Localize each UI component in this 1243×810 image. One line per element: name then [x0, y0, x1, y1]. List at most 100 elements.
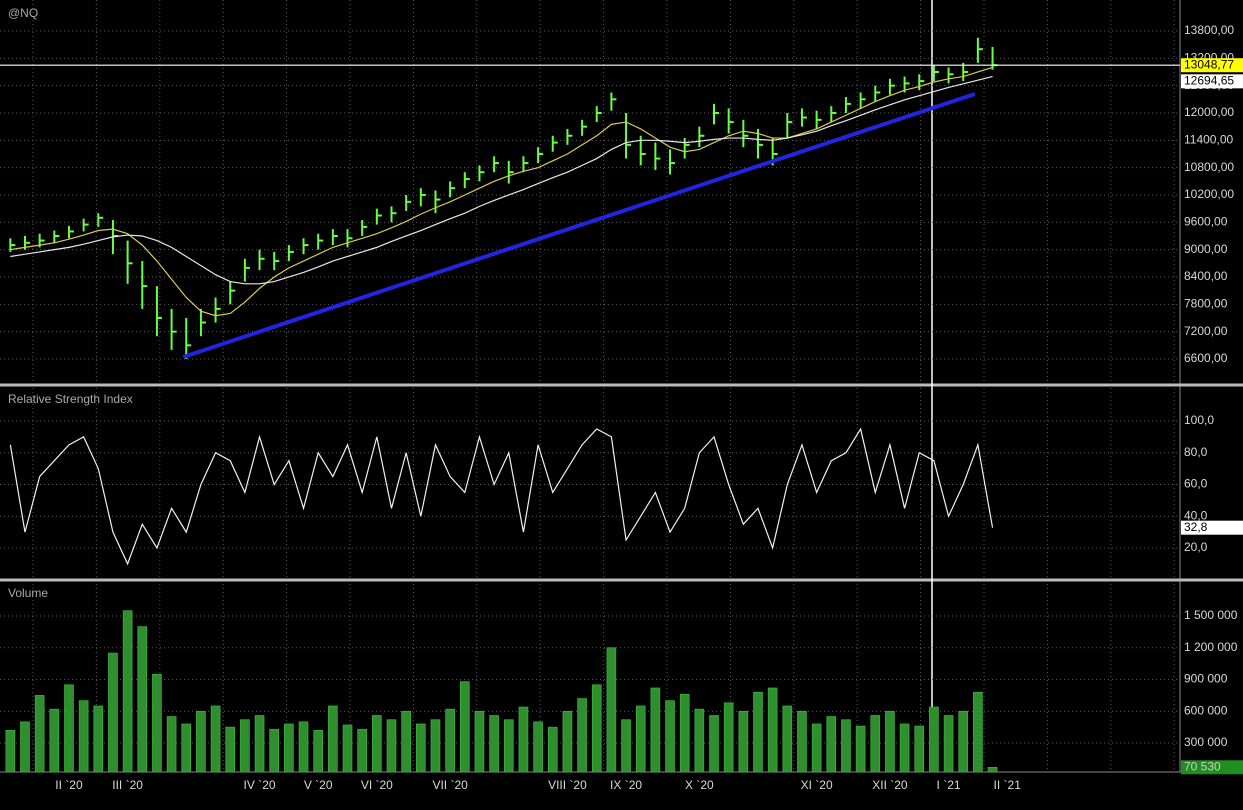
volume-bar	[753, 691, 763, 773]
y-tick-label: 10200,00	[1184, 187, 1234, 201]
volume-bar	[196, 710, 206, 773]
volume-bar	[328, 705, 338, 773]
volume-bar	[108, 652, 118, 773]
volume-bar	[489, 715, 499, 773]
volume-bar	[298, 721, 309, 773]
x-tick-label: IX `20	[610, 778, 642, 792]
volume-bar	[621, 719, 631, 773]
value-tag	[1181, 760, 1243, 775]
y-tick-label: 100,0	[1184, 413, 1214, 427]
volume-bar	[416, 723, 426, 773]
volume-bar	[870, 715, 881, 773]
y-tick-label: 600 000	[1184, 703, 1228, 717]
y-tick-label: 900 000	[1184, 672, 1228, 686]
y-tick-label: 80,0	[1184, 445, 1208, 459]
y-tick-label: 7800,00	[1184, 296, 1228, 310]
volume-bar	[313, 730, 323, 773]
volume-bar	[474, 710, 485, 773]
x-tick-label: X `20	[685, 778, 714, 792]
y-tick-label: 10800,00	[1184, 160, 1234, 174]
y-tick-label: 1 200 000	[1184, 640, 1238, 654]
volume-bar	[782, 705, 793, 773]
y-tick-label: 300 000	[1184, 735, 1228, 749]
volume-bar	[93, 705, 104, 773]
volume-bar	[811, 723, 822, 773]
volume-bar	[738, 710, 749, 773]
y-tick-label: 9000,00	[1184, 242, 1228, 256]
volume-bar	[547, 726, 558, 773]
trendline	[182, 92, 976, 359]
x-tick-label: III `20	[112, 778, 143, 792]
volume-bar	[533, 721, 543, 773]
volume-bar	[987, 766, 998, 773]
volume-bar	[122, 610, 133, 773]
x-tick-label: VI `20	[361, 778, 393, 792]
volume-bar	[254, 715, 265, 773]
volume-bar	[841, 719, 851, 773]
y-tick-label: 7200,00	[1184, 324, 1228, 338]
panel-title: Volume	[8, 586, 48, 600]
panel-title: @NQ	[8, 6, 38, 20]
volume-bar	[929, 706, 939, 773]
volume-bar	[855, 725, 866, 773]
volume-bar	[635, 705, 646, 773]
volume-bar	[152, 673, 162, 773]
y-tick-label: 60,0	[1184, 477, 1208, 491]
y-tick-label: 40,0	[1184, 508, 1208, 522]
y-tick-label: 20,0	[1184, 540, 1208, 554]
value-tag	[1181, 74, 1243, 89]
y-tick-label: 12000,00	[1184, 105, 1234, 119]
volume-bar	[826, 716, 837, 773]
volume-bar	[137, 626, 148, 773]
moving-average	[10, 75, 993, 285]
y-tick-label: 1 500 000	[1184, 608, 1238, 622]
x-tick-label: V `20	[304, 778, 333, 792]
x-tick-label: IV `20	[244, 778, 276, 792]
moving-average	[10, 66, 993, 317]
value-tag	[1181, 58, 1243, 73]
volume-bar	[709, 715, 719, 773]
volume-bar	[650, 687, 661, 773]
y-tick-label: 9600,00	[1184, 214, 1228, 228]
volume-bar	[240, 719, 250, 773]
volume-bar	[943, 715, 954, 773]
volume-bar	[20, 721, 30, 773]
volume-bar	[606, 647, 617, 773]
volume-bar	[459, 681, 470, 773]
volume-bar	[64, 684, 74, 773]
x-tick-label: II `21	[994, 778, 1022, 792]
volume-bar	[503, 719, 514, 773]
volume-bar	[914, 725, 925, 773]
vertical-grid	[32, 0, 1175, 772]
volume-bar	[767, 687, 778, 773]
volume-bar	[797, 710, 807, 773]
volume-bar	[78, 700, 89, 773]
volume-bar	[401, 710, 411, 773]
volume-bar	[357, 728, 367, 773]
volume-bar	[5, 730, 16, 773]
rsi-line	[9, 427, 994, 566]
volume-bar	[885, 710, 895, 773]
x-tick-label: II `20	[55, 778, 83, 792]
volume-bar	[562, 710, 573, 773]
volume-bar	[665, 700, 675, 773]
y-tick-label: 11400,00	[1184, 132, 1233, 146]
volume-bar	[518, 706, 529, 773]
volume-bar	[430, 719, 441, 773]
volume-bar	[49, 708, 60, 773]
value-tag	[1181, 520, 1243, 535]
volume-bar	[694, 708, 705, 773]
x-tick-label: XII `20	[872, 778, 908, 792]
x-tick-label: I `21	[937, 778, 961, 792]
x-tick-label: VIII `20	[548, 778, 587, 792]
value-tag-label: 13048,77	[1184, 57, 1234, 71]
y-tick-label: 8400,00	[1184, 269, 1228, 283]
volume-bar	[284, 723, 294, 773]
volume-bar	[34, 695, 45, 773]
volume-bar	[723, 702, 734, 773]
volume-bar	[166, 716, 177, 773]
volume-bar	[181, 723, 192, 773]
y-tick-label: 6600,00	[1184, 351, 1228, 365]
volume-bar	[225, 726, 236, 773]
